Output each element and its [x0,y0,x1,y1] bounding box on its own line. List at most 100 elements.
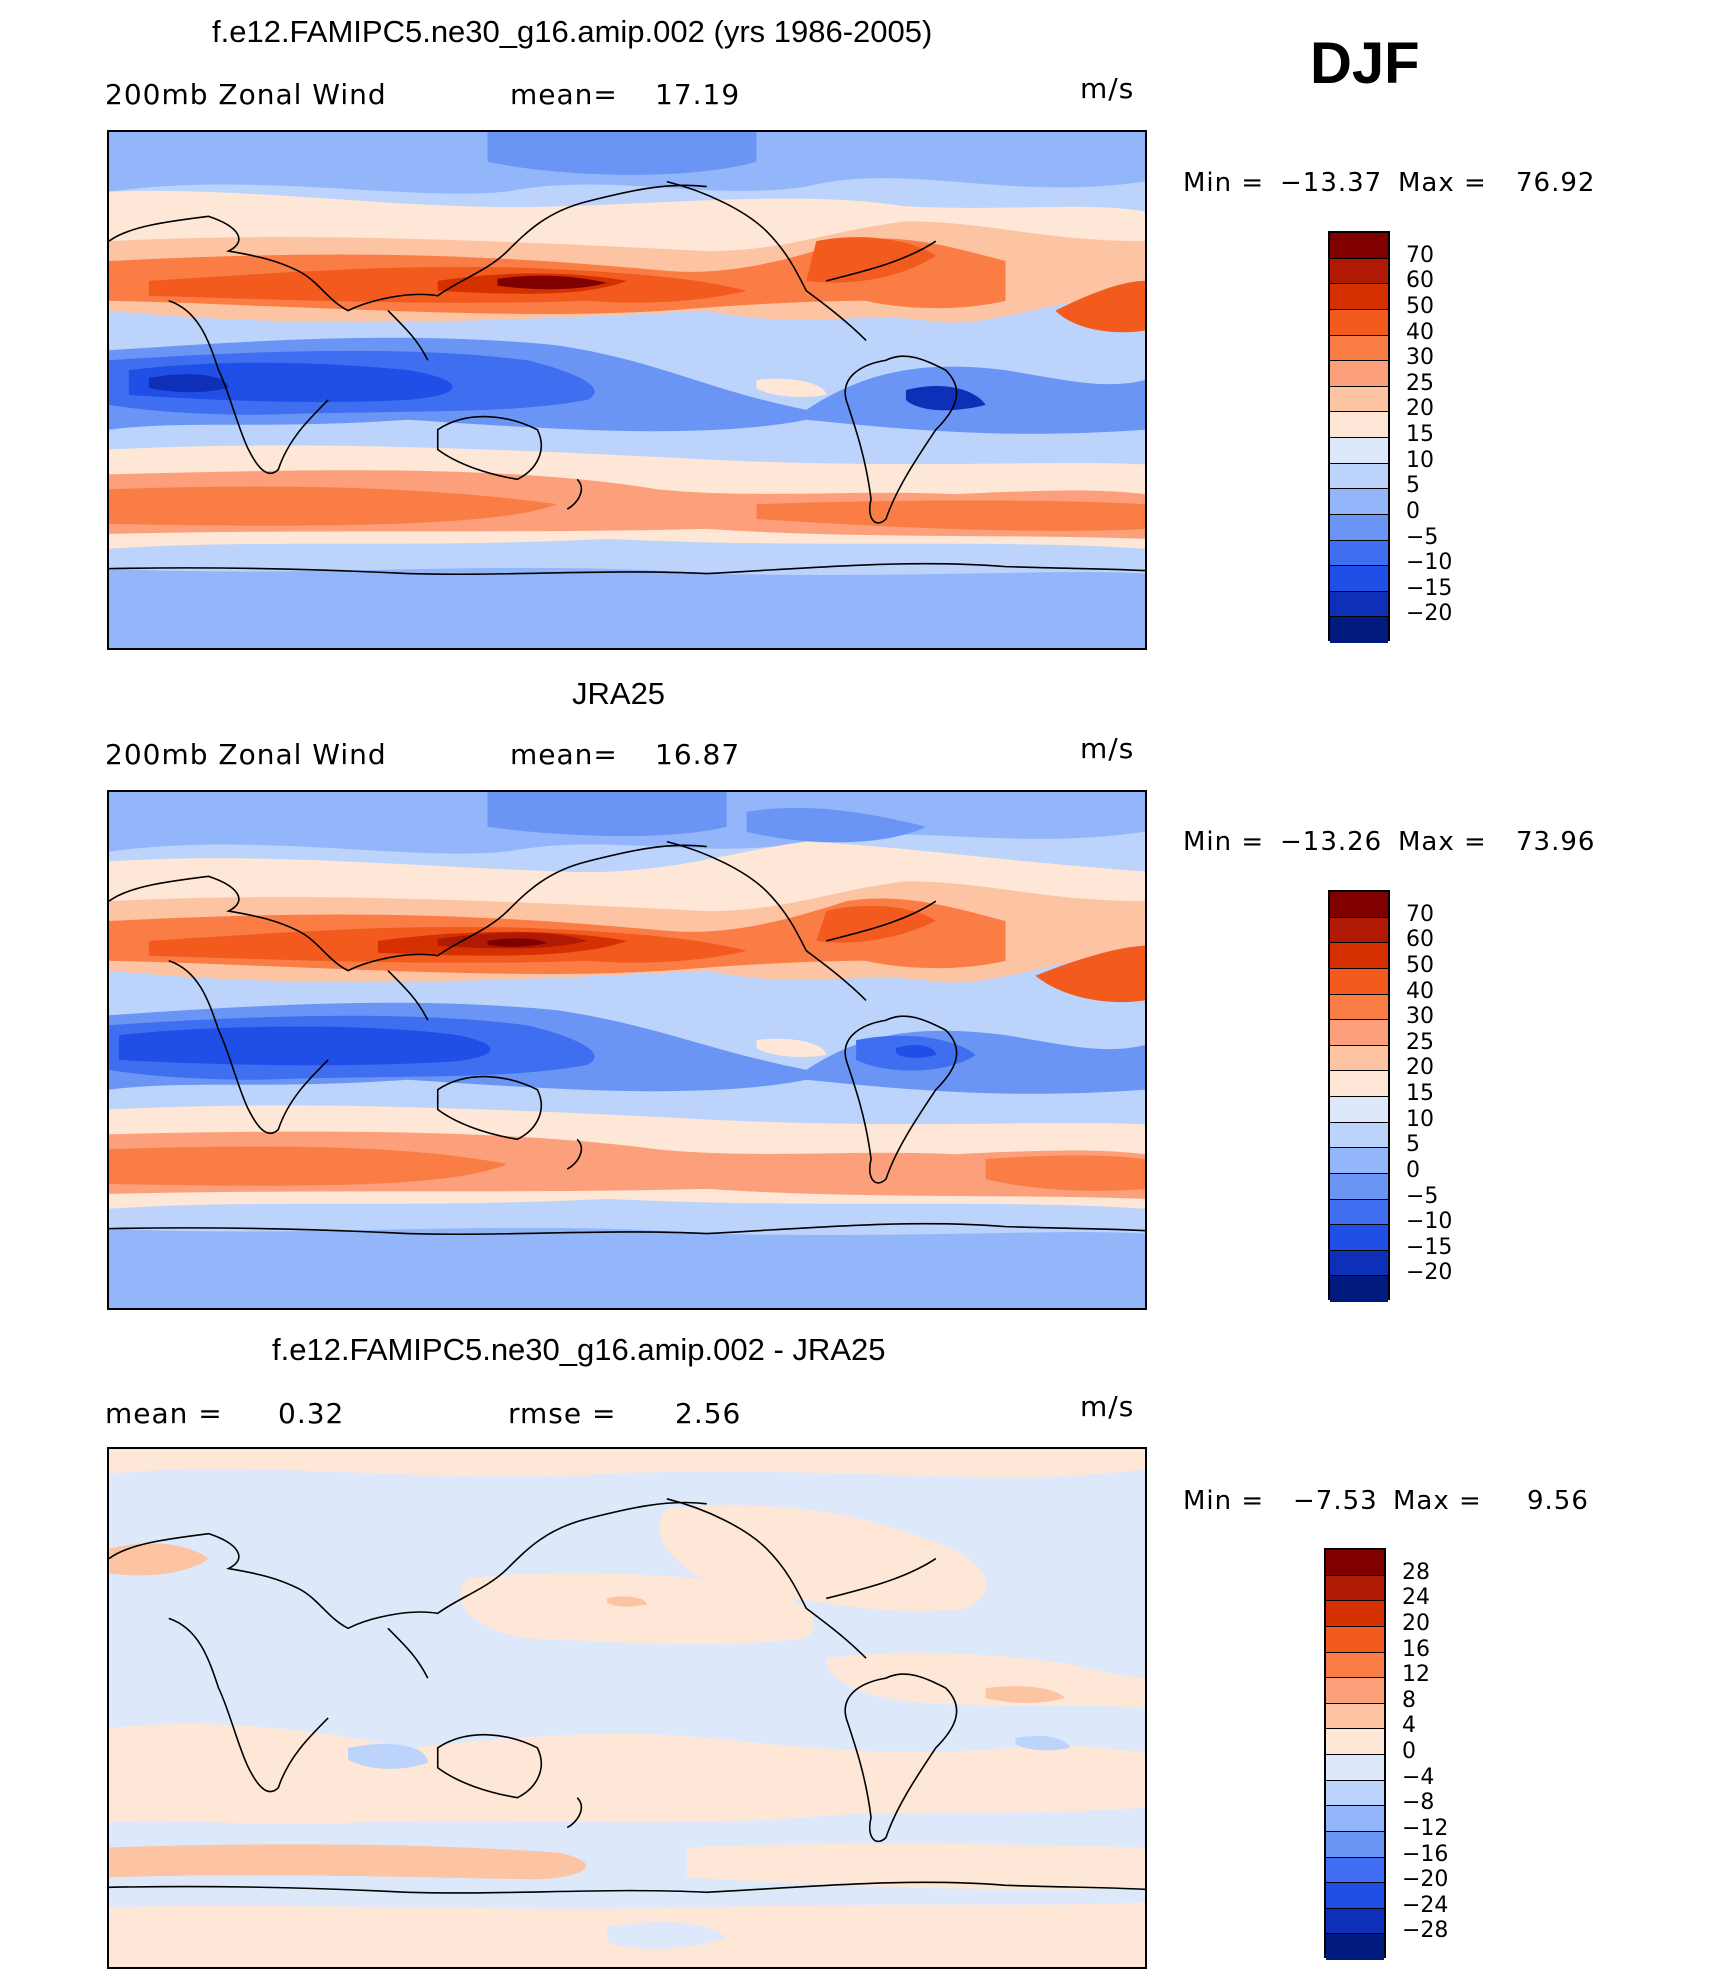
colorbar-swatch [1330,284,1388,310]
colorbar-swatch [1326,1934,1384,1960]
panel1-variable-label: 200mb Zonal Wind [105,78,387,111]
colorbar-swatch [1330,335,1388,362]
colorbar-tick-label: 40 [1406,978,1434,1004]
panel1-mean-value: 17.19 [655,78,741,111]
colorbar-swatch [1326,1626,1384,1653]
colorbar-swatch [1330,412,1388,438]
colorbar-swatch [1330,591,1388,618]
colorbar-swatch [1326,1806,1384,1832]
colorbar-swatch [1330,1173,1388,1200]
colorbar-swatch [1326,1703,1384,1730]
colorbar-tick-label: −8 [1402,1790,1435,1816]
panel1-map [107,130,1147,650]
colorbar-tick-label: −15 [1406,575,1453,601]
colorbar-swatch [1326,1550,1384,1576]
colorbar-tick-label: 15 [1406,1081,1434,1106]
colorbar-swatch [1326,1729,1384,1755]
panel3-title: f.e12.FAMIPC5.ne30_g16.amip.002 - JRA25 [272,1332,886,1367]
colorbar-swatch [1330,917,1388,944]
panel3-min-value: −7.53 [1293,1486,1378,1516]
colorbar-tick-label: 60 [1406,927,1434,953]
colorbar-tick-label: 0 [1406,498,1420,524]
colorbar-tick-label: 30 [1406,1004,1434,1030]
colorbar-tick-label: −16 [1402,1841,1449,1867]
colorbar-tick-label: −24 [1402,1892,1449,1918]
colorbar-swatch [1326,1908,1384,1935]
colorbar-tick-label: 4 [1402,1713,1416,1739]
panel2-max-value: 73.96 [1516,827,1596,857]
colorbar-tick-label: −5 [1406,1183,1439,1209]
panel1-max-value: 76.92 [1516,168,1596,198]
colorbar-tick-label: 15 [1406,422,1434,447]
colorbar-swatch [1326,1780,1384,1807]
colorbar-tick-label: 16 [1402,1636,1430,1662]
colorbar-swatch [1330,309,1388,336]
colorbar-swatch [1330,1199,1388,1226]
colorbar-swatch [1330,489,1388,515]
season-label: DJF [1310,31,1420,96]
panel2-min-label: Min = [1183,827,1265,857]
panel1-max-label: Max = [1398,168,1487,198]
colorbar-tick-label: 70 [1406,242,1434,268]
colorbar-swatch [1330,514,1388,541]
panel2-mean-value: 16.87 [655,738,741,771]
panel3-min-label: Min = [1183,1486,1265,1516]
colorbar-tick-label: 20 [1406,396,1434,422]
colorbar-tick-label: 0 [1402,1739,1416,1764]
colorbar-tick-label: 70 [1406,901,1434,927]
colorbar-swatch [1330,1045,1388,1072]
panel2-variable-label: 200mb Zonal Wind [105,738,387,771]
colorbar-tick-label: 10 [1406,447,1434,473]
colorbar-tick-label: −20 [1406,601,1453,627]
colorbar-swatch [1326,1831,1384,1858]
colorbar-tick-label: 5 [1406,1132,1420,1158]
panel1-title: f.e12.FAMIPC5.ne30_g16.amip.002 (yrs 198… [212,14,933,49]
panel3-mean-value: 0.32 [278,1397,345,1430]
panel3-mean-label: mean = [105,1397,223,1430]
panel2-colorbar [1328,890,1390,1302]
colorbar-tick-label: −15 [1406,1234,1453,1260]
colorbar-swatch [1330,438,1388,464]
panel1-min-value: −13.37 [1280,168,1383,198]
colorbar-swatch [1330,994,1388,1021]
colorbar-tick-label: −20 [1406,1260,1453,1286]
colorbar-tick-label: −10 [1406,1209,1453,1235]
colorbar-swatch [1330,617,1388,643]
colorbar-tick-label: 28 [1402,1559,1430,1585]
colorbar-tick-label: 40 [1406,319,1434,345]
panel3-max-value: 9.56 [1527,1486,1589,1516]
panel2-mean-label: mean= [510,738,618,771]
colorbar-tick-label: 10 [1406,1106,1434,1132]
colorbar-swatch [1326,1883,1384,1909]
colorbar-tick-label: 5 [1406,473,1420,499]
colorbar-swatch [1326,1857,1384,1884]
colorbar-swatch [1330,1225,1388,1251]
panel1-units: m/s [1080,72,1135,105]
colorbar-swatch [1330,892,1388,918]
panel3-rmse-value: 2.56 [675,1397,742,1430]
colorbar-tick-label: 50 [1406,952,1434,978]
panel2-units: m/s [1080,732,1135,765]
colorbar-tick-label: 20 [1402,1610,1430,1636]
colorbar-tick-label: 30 [1406,345,1434,371]
colorbar-swatch [1330,968,1388,995]
colorbar-swatch [1330,566,1388,592]
colorbar-tick-label: −10 [1406,550,1453,576]
colorbar-swatch [1330,463,1388,490]
colorbar-swatch [1330,1148,1388,1174]
colorbar-swatch [1330,540,1388,567]
panel3-map [107,1447,1147,1969]
colorbar-swatch [1330,1250,1388,1277]
panel3-units: m/s [1080,1390,1135,1423]
panel2-min-value: −13.26 [1280,827,1383,857]
colorbar-tick-label: 20 [1406,1055,1434,1081]
colorbar-swatch [1330,1020,1388,1046]
colorbar-tick-label: 25 [1406,1029,1434,1055]
colorbar-swatch [1330,361,1388,387]
colorbar-tick-label: 12 [1402,1662,1430,1688]
panel2-title: JRA25 [572,676,666,711]
colorbar-tick-label: 50 [1406,293,1434,319]
colorbar-swatch [1330,943,1388,969]
panel3-max-label: Max = [1393,1486,1482,1516]
colorbar-swatch [1330,1071,1388,1097]
